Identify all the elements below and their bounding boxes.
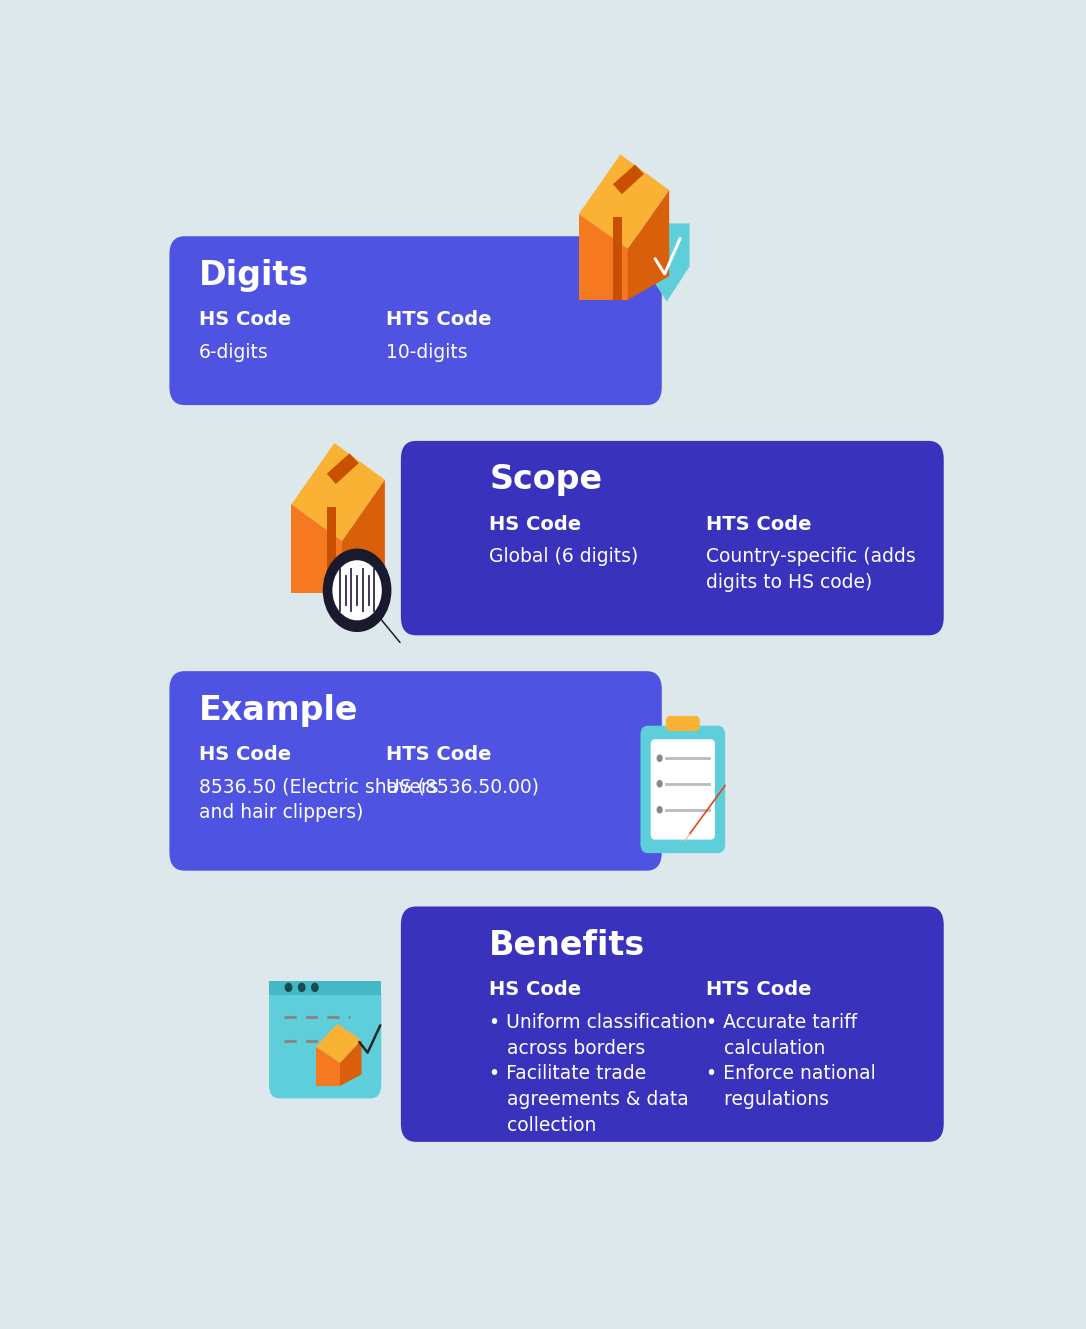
Polygon shape: [342, 480, 384, 593]
Circle shape: [657, 780, 662, 788]
FancyBboxPatch shape: [641, 726, 725, 853]
Polygon shape: [327, 453, 358, 484]
Text: HTS Code: HTS Code: [386, 744, 492, 764]
Text: Digits: Digits: [199, 259, 310, 292]
Circle shape: [657, 805, 662, 813]
Polygon shape: [579, 154, 669, 250]
Text: HS Code: HS Code: [199, 744, 291, 764]
FancyBboxPatch shape: [169, 237, 661, 405]
FancyBboxPatch shape: [269, 981, 381, 994]
Circle shape: [298, 982, 305, 993]
Circle shape: [657, 755, 662, 762]
Circle shape: [323, 549, 391, 633]
Text: Global (6 digits): Global (6 digits): [489, 548, 639, 566]
Circle shape: [332, 561, 382, 621]
Circle shape: [311, 982, 319, 993]
Text: HS Code: HS Code: [489, 514, 581, 533]
FancyBboxPatch shape: [401, 441, 944, 635]
Text: • Uniform classification
   across borders
• Facilitate trade
   agreements & da: • Uniform classification across borders …: [489, 1013, 708, 1135]
Text: Country-specific (adds
digits to HS code): Country-specific (adds digits to HS code…: [706, 548, 917, 593]
Circle shape: [285, 982, 292, 993]
Text: HS Code: HS Code: [199, 310, 291, 328]
Polygon shape: [340, 1041, 362, 1086]
FancyBboxPatch shape: [269, 982, 381, 1098]
Text: 10-digits: 10-digits: [386, 343, 468, 361]
Polygon shape: [614, 165, 644, 194]
Text: US (8536.50.00): US (8536.50.00): [386, 777, 539, 796]
Polygon shape: [316, 1023, 362, 1063]
FancyBboxPatch shape: [651, 739, 715, 840]
Text: • Accurate tariff
   calculation
• Enforce national
   regulations: • Accurate tariff calculation • Enforce …: [706, 1013, 876, 1110]
Polygon shape: [644, 223, 690, 302]
Text: Example: Example: [199, 694, 358, 727]
Text: HTS Code: HTS Code: [706, 514, 812, 533]
Polygon shape: [579, 214, 628, 300]
Polygon shape: [291, 443, 384, 541]
Text: HS Code: HS Code: [489, 981, 581, 999]
Polygon shape: [291, 504, 342, 593]
FancyBboxPatch shape: [401, 906, 944, 1142]
Polygon shape: [628, 190, 669, 300]
Text: HTS Code: HTS Code: [706, 981, 812, 999]
Text: 8536.50 (Electric shavers
and hair clippers): 8536.50 (Electric shavers and hair clipp…: [199, 777, 439, 823]
Text: HTS Code: HTS Code: [386, 310, 492, 328]
FancyBboxPatch shape: [169, 671, 661, 870]
Text: Scope: Scope: [489, 464, 603, 497]
Text: 6-digits: 6-digits: [199, 343, 268, 361]
Polygon shape: [316, 1047, 340, 1086]
FancyBboxPatch shape: [666, 716, 699, 731]
Polygon shape: [327, 508, 336, 593]
Text: Benefits: Benefits: [489, 929, 645, 962]
Polygon shape: [614, 217, 622, 300]
